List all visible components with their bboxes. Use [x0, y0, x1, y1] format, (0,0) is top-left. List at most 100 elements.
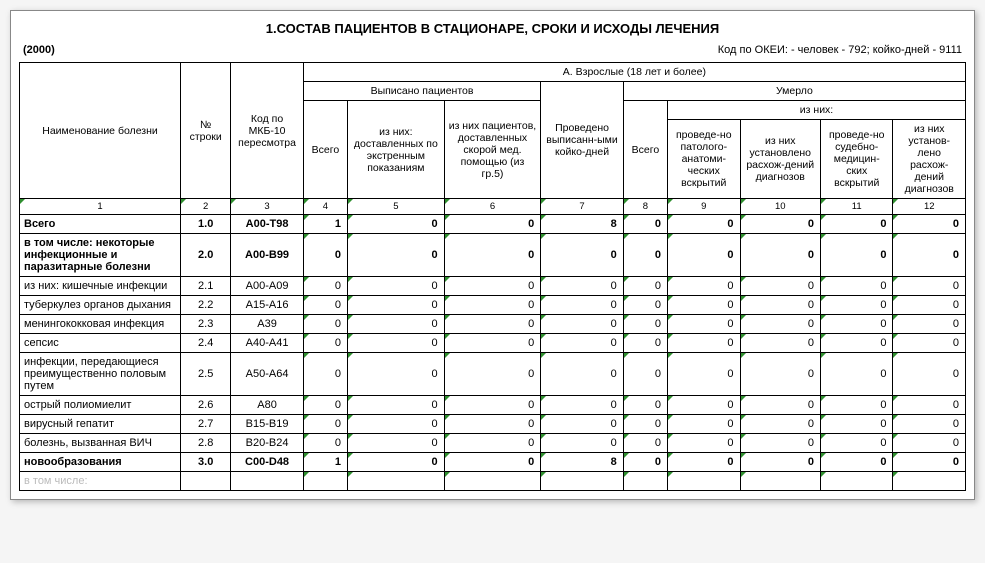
value-cell[interactable]: 0 — [541, 315, 624, 334]
value-cell[interactable]: 8 — [541, 215, 624, 234]
value-cell[interactable]: 0 — [348, 353, 445, 396]
value-cell[interactable]: 0 — [444, 277, 541, 296]
value-cell[interactable]: 0 — [303, 353, 347, 396]
value-cell[interactable]: 0 — [893, 396, 966, 415]
value-cell[interactable]: 8 — [541, 453, 624, 472]
value-cell[interactable] — [623, 472, 667, 491]
value-cell[interactable]: 0 — [740, 296, 821, 315]
value-cell[interactable]: 0 — [821, 434, 893, 453]
value-cell[interactable] — [444, 472, 541, 491]
value-cell[interactable]: 0 — [623, 296, 667, 315]
value-cell[interactable]: 0 — [444, 415, 541, 434]
value-cell[interactable]: 0 — [348, 434, 445, 453]
value-cell[interactable]: 0 — [740, 353, 821, 396]
value-cell[interactable]: 0 — [893, 215, 966, 234]
value-cell[interactable]: 0 — [668, 353, 740, 396]
value-cell[interactable]: 0 — [740, 277, 821, 296]
value-cell[interactable]: 0 — [740, 215, 821, 234]
value-cell[interactable]: 0 — [348, 396, 445, 415]
value-cell[interactable]: 0 — [541, 296, 624, 315]
value-cell[interactable]: 0 — [740, 334, 821, 353]
value-cell[interactable]: 0 — [893, 453, 966, 472]
value-cell[interactable]: 0 — [623, 453, 667, 472]
value-cell[interactable]: 0 — [303, 234, 347, 277]
value-cell[interactable]: 1 — [303, 453, 347, 472]
value-cell[interactable]: 0 — [821, 353, 893, 396]
value-cell[interactable]: 0 — [623, 396, 667, 415]
value-cell[interactable]: 0 — [623, 415, 667, 434]
value-cell[interactable]: 0 — [740, 415, 821, 434]
value-cell[interactable] — [348, 472, 445, 491]
value-cell[interactable]: 0 — [348, 415, 445, 434]
value-cell[interactable]: 0 — [623, 334, 667, 353]
value-cell[interactable]: 0 — [541, 396, 624, 415]
value-cell[interactable]: 0 — [821, 334, 893, 353]
value-cell[interactable]: 0 — [893, 434, 966, 453]
value-cell[interactable]: 0 — [740, 453, 821, 472]
value-cell[interactable]: 0 — [623, 277, 667, 296]
value-cell[interactable]: 0 — [348, 334, 445, 353]
value-cell[interactable]: 0 — [821, 396, 893, 415]
value-cell[interactable]: 0 — [668, 415, 740, 434]
value-cell[interactable]: 0 — [541, 415, 624, 434]
value-cell[interactable] — [668, 472, 740, 491]
value-cell[interactable]: 0 — [541, 334, 624, 353]
value-cell[interactable]: 0 — [821, 415, 893, 434]
value-cell[interactable]: 0 — [303, 334, 347, 353]
value-cell[interactable]: 0 — [821, 315, 893, 334]
value-cell[interactable]: 0 — [348, 315, 445, 334]
value-cell[interactable]: 0 — [541, 434, 624, 453]
value-cell[interactable]: 0 — [444, 234, 541, 277]
value-cell[interactable]: 0 — [668, 215, 740, 234]
value-cell[interactable]: 0 — [444, 334, 541, 353]
value-cell[interactable]: 0 — [623, 353, 667, 396]
value-cell[interactable] — [303, 472, 347, 491]
value-cell[interactable]: 0 — [444, 315, 541, 334]
value-cell[interactable]: 0 — [668, 277, 740, 296]
value-cell[interactable]: 0 — [893, 334, 966, 353]
value-cell[interactable] — [821, 472, 893, 491]
value-cell[interactable]: 0 — [740, 434, 821, 453]
value-cell[interactable]: 0 — [444, 215, 541, 234]
value-cell[interactable]: 0 — [348, 277, 445, 296]
value-cell[interactable]: 0 — [623, 215, 667, 234]
value-cell[interactable]: 0 — [348, 234, 445, 277]
value-cell[interactable]: 0 — [740, 234, 821, 277]
value-cell[interactable]: 0 — [893, 353, 966, 396]
value-cell[interactable]: 0 — [893, 277, 966, 296]
value-cell[interactable]: 0 — [668, 234, 740, 277]
value-cell[interactable]: 0 — [444, 396, 541, 415]
value-cell[interactable]: 0 — [668, 334, 740, 353]
value-cell[interactable]: 0 — [444, 353, 541, 396]
value-cell[interactable]: 0 — [893, 234, 966, 277]
value-cell[interactable]: 0 — [303, 296, 347, 315]
value-cell[interactable]: 0 — [668, 315, 740, 334]
value-cell[interactable]: 0 — [668, 396, 740, 415]
value-cell[interactable]: 0 — [668, 453, 740, 472]
value-cell[interactable]: 0 — [668, 296, 740, 315]
value-cell[interactable]: 0 — [821, 277, 893, 296]
value-cell[interactable]: 0 — [541, 234, 624, 277]
value-cell[interactable]: 0 — [303, 315, 347, 334]
value-cell[interactable]: 0 — [303, 415, 347, 434]
value-cell[interactable]: 0 — [348, 215, 445, 234]
value-cell[interactable]: 0 — [821, 453, 893, 472]
value-cell[interactable]: 0 — [303, 396, 347, 415]
value-cell[interactable] — [541, 472, 624, 491]
value-cell[interactable] — [893, 472, 966, 491]
value-cell[interactable]: 1 — [303, 215, 347, 234]
value-cell[interactable]: 0 — [740, 315, 821, 334]
value-cell[interactable]: 0 — [444, 434, 541, 453]
value-cell[interactable] — [740, 472, 821, 491]
value-cell[interactable]: 0 — [541, 353, 624, 396]
value-cell[interactable]: 0 — [303, 277, 347, 296]
value-cell[interactable]: 0 — [444, 296, 541, 315]
value-cell[interactable]: 0 — [821, 234, 893, 277]
value-cell[interactable]: 0 — [623, 315, 667, 334]
value-cell[interactable]: 0 — [893, 415, 966, 434]
value-cell[interactable]: 0 — [541, 277, 624, 296]
value-cell[interactable]: 0 — [821, 296, 893, 315]
value-cell[interactable]: 0 — [444, 453, 541, 472]
value-cell[interactable]: 0 — [893, 315, 966, 334]
value-cell[interactable]: 0 — [348, 296, 445, 315]
